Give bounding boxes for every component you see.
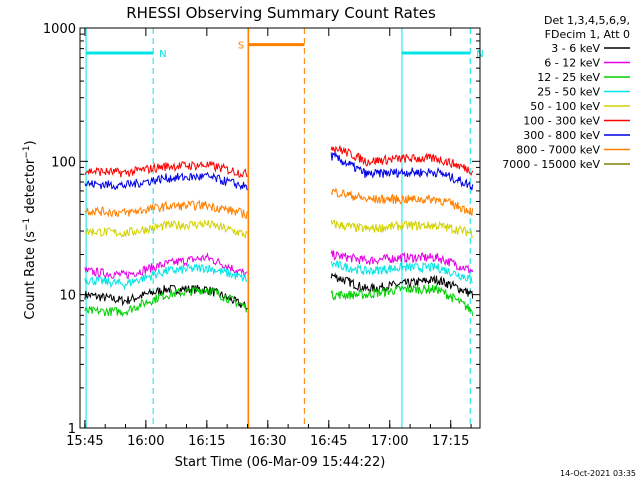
legend-item: 12 - 25 keV: [537, 71, 630, 84]
y-tick-label: 10: [59, 289, 76, 304]
flag-label: S: [238, 41, 244, 52]
series-line-orbit-1: [84, 284, 248, 312]
legend-item: 25 - 50 keV: [537, 86, 630, 99]
series-line-orbit-1: [84, 219, 248, 240]
series-7: [84, 187, 474, 220]
series-line-orbit-1: [84, 171, 248, 191]
x-tick-label: 15:45: [66, 434, 103, 449]
flag-label: N: [159, 49, 166, 60]
series-line-orbit-2: [330, 145, 474, 177]
legend-label: 25 - 50 keV: [537, 86, 600, 99]
x-tick-label: 17:00: [371, 434, 408, 449]
series-5: [84, 145, 474, 178]
series-line-orbit-2: [330, 272, 474, 299]
legend: Det 1,3,4,5,6,9, FDecim 1, Att 0 3 - 6 k…: [502, 14, 630, 171]
series-line-orbit-1: [84, 263, 248, 291]
x-tick-label: 17:15: [432, 434, 469, 449]
timestamp: 14-Oct-2021 03:35: [560, 469, 636, 478]
series-line-orbit-2: [330, 219, 474, 240]
chart-title: RHESSI Observing Summary Count Rates: [126, 4, 436, 22]
legend-item: 3 - 6 keV: [551, 42, 630, 55]
series-1: [84, 250, 474, 280]
axes: 15:45 16:00 16:15 16:30 16:45 17:00 17:15 1 10 10…: [43, 22, 481, 449]
legend-header-line-2: FDecim 1, Att 0: [545, 28, 630, 41]
series-6: [84, 152, 474, 191]
x-tick-label: 16:15: [188, 434, 225, 449]
series-line-orbit-2: [330, 187, 474, 217]
series-line-orbit-1: [84, 199, 248, 220]
series-line-orbit-1: [84, 160, 248, 178]
legend-label: 12 - 25 keV: [537, 71, 600, 84]
flag-interval-n-1: N: [401, 28, 484, 428]
legend-label: 7000 - 15000 keV: [502, 158, 600, 171]
series-line-orbit-2: [330, 152, 474, 191]
legend-item: 800 - 7000 keV: [516, 144, 630, 157]
x-tick-label: 16:45: [310, 434, 347, 449]
x-tick-label: 16:00: [127, 434, 164, 449]
legend-label: 3 - 6 keV: [551, 42, 600, 55]
legend-label: 6 - 12 keV: [544, 57, 600, 70]
legend-item: 7000 - 15000 keV: [502, 158, 630, 171]
flag-interval-s-2: S: [238, 28, 305, 428]
series-2: [84, 283, 474, 317]
series-line-orbit-2: [330, 250, 474, 274]
x-tick-label: 16:30: [249, 434, 286, 449]
series-line-orbit-1: [84, 286, 248, 317]
legend-label: 800 - 7000 keV: [516, 144, 600, 157]
legend-item: 50 - 100 keV: [530, 100, 630, 113]
series-4: [84, 219, 474, 240]
y-tick-label: 1000: [43, 22, 76, 37]
x-axis-label: Start Time (06-Mar-09 15:44:22): [175, 455, 386, 470]
plot-area: N NS: [84, 28, 484, 428]
legend-label: 300 - 800 keV: [523, 129, 600, 142]
legend-item: 300 - 800 keV: [523, 129, 630, 142]
series-line-orbit-1: [84, 251, 248, 280]
legend-header-line-1: Det 1,3,4,5,6,9,: [544, 14, 630, 27]
legend-item: 100 - 300 keV: [523, 115, 630, 128]
y-axis-label: Count Rate (s−1 detector−1): [22, 140, 38, 319]
y-tick-label: 100: [51, 155, 76, 170]
legend-label: 50 - 100 keV: [530, 100, 600, 113]
legend-item: 6 - 12 keV: [544, 57, 630, 70]
series-line-orbit-2: [330, 283, 474, 316]
y-tick-label: 1: [68, 422, 76, 437]
series-3: [84, 260, 473, 291]
legend-label: 100 - 300 keV: [523, 115, 600, 128]
plot-frame: [79, 27, 481, 429]
series-line-orbit-2: [330, 260, 473, 283]
